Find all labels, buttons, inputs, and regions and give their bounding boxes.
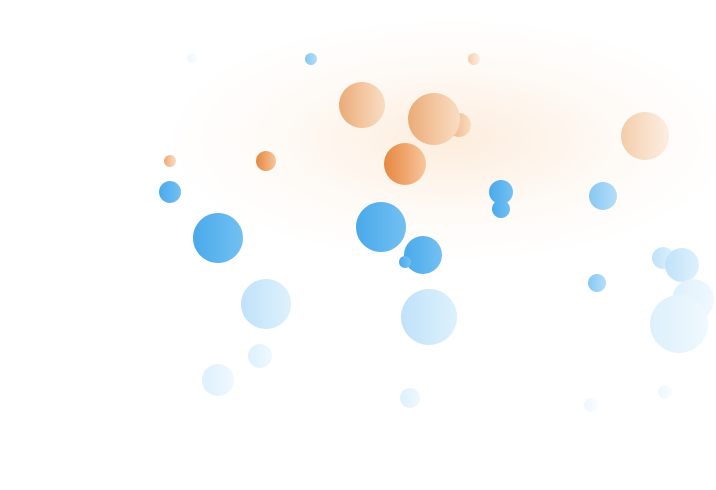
bubble-orange [339,82,385,128]
bubble-blue [187,53,197,63]
bubble-blue [589,182,617,210]
bubble-blue [584,398,598,412]
bubble-orange [164,155,176,167]
bubble-orange [621,112,669,160]
bubble-blue [248,344,272,368]
bubble-orange [468,53,480,65]
bubble-blue [193,213,243,263]
bubble-blue [399,256,411,268]
bubble-blue [202,364,234,396]
bubble-blue [241,279,291,329]
bubble-blue [658,385,672,399]
bubble-blue [356,202,406,252]
bubble-blue [650,295,708,353]
bubble-blue [492,200,510,218]
bubble-orange [408,93,460,145]
bubble-blue [665,248,699,282]
bubble-blue [404,236,442,274]
bubble-blue [401,289,457,345]
bubble-orange [384,143,426,185]
bubble-orange [256,151,276,171]
bubble-blue [159,181,181,203]
bubble-blue [305,53,317,65]
bubble-blue [588,274,606,292]
bubble-blue [400,388,420,408]
